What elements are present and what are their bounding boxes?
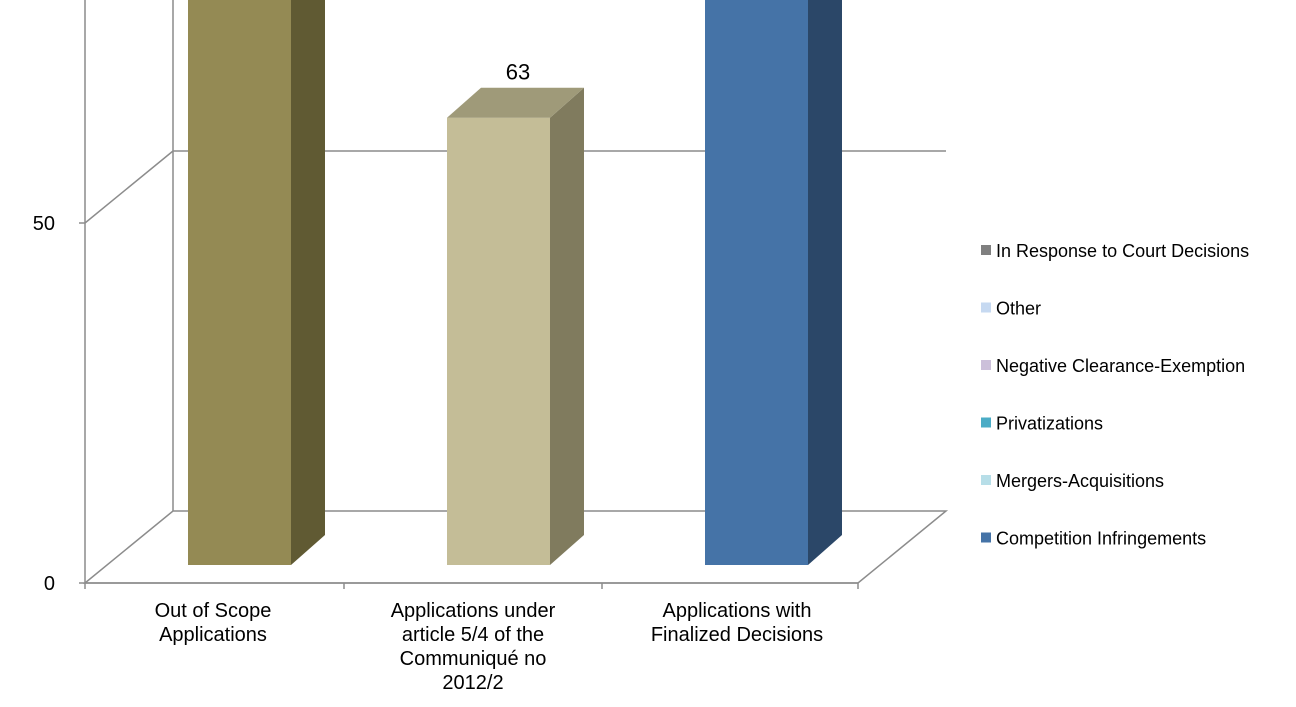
legend-swatch: [981, 532, 991, 543]
bars: 15363343: [188, 0, 842, 566]
gridline-side: [84, 150, 174, 224]
legend-label: Negative Clearance-Exemption: [996, 356, 1245, 376]
legend-swatch: [981, 417, 991, 428]
category-label: Applications with Finalized Decisions: [651, 600, 823, 646]
legend-swatch: [981, 245, 991, 255]
bar-1-side: [550, 87, 584, 565]
category-label: Out of Scope Applications: [155, 600, 272, 646]
bar-0-front: [188, 0, 291, 566]
bar-0-side: [291, 0, 325, 565]
legend-label: Privatizations: [996, 414, 1103, 434]
chart-walls: [82, 0, 949, 584]
category-label: Applications under article 5/4 of the Comm…: [391, 600, 556, 694]
legend-label: Competition Infringements: [996, 529, 1206, 549]
legend-swatch: [981, 302, 991, 313]
legend-swatch: [981, 475, 991, 485]
data-label: 63: [506, 60, 530, 85]
y-tick-label: 50: [33, 213, 55, 235]
y-tick-label: 0: [44, 573, 55, 595]
stack-segment-front: [705, 0, 808, 566]
x-axis-categories: Out of Scope Applications Applications und…: [84, 583, 859, 694]
legend-label: In Response to Court Decisions: [996, 241, 1249, 261]
bar-1-front: [447, 117, 550, 565]
legend-swatch: [981, 360, 991, 370]
stack-segment-side: [808, 0, 842, 565]
y-axis-ticks: 050100150200250300350: [33, 213, 85, 595]
legend-label: Mergers-Acquisitions: [996, 471, 1164, 491]
legend: In Response to Court Decisions Other Negat…: [981, 241, 1249, 549]
bar-1-top: [447, 87, 584, 118]
legend-label: Other: [996, 299, 1041, 319]
